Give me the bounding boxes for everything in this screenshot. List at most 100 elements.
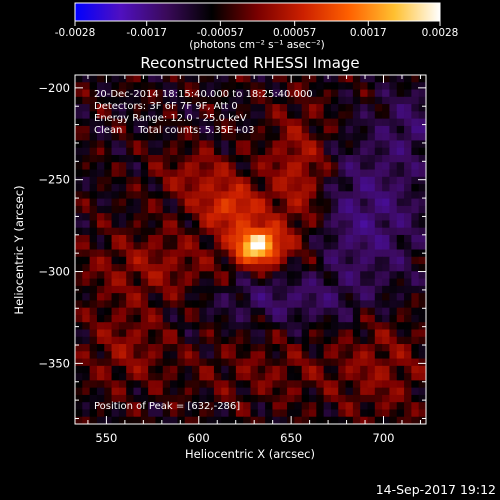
- heatmap-cell: [89, 416, 98, 424]
- heatmap-cell: [133, 75, 142, 83]
- heatmap-cell: [133, 111, 142, 120]
- heatmap-cell: [367, 314, 376, 323]
- heatmap-cell: [89, 264, 98, 272]
- heatmap-cell: [279, 271, 288, 280]
- heatmap-cell: [96, 140, 105, 149]
- heatmap-cell: [345, 278, 354, 287]
- heatmap-cell: [206, 256, 215, 265]
- heatmap-cell: [265, 227, 274, 236]
- heatmap-cell: [243, 394, 252, 403]
- heatmap-cell: [389, 198, 398, 207]
- heatmap-cell: [418, 213, 426, 222]
- heatmap-cell: [89, 242, 98, 251]
- heatmap-cell: [345, 307, 354, 316]
- heatmap-cell: [265, 402, 274, 411]
- heatmap-cell: [243, 271, 252, 280]
- heatmap-cell: [294, 75, 303, 83]
- heatmap-cell: [228, 402, 237, 411]
- heatmap-cell: [155, 387, 164, 396]
- heatmap-cell: [162, 205, 171, 214]
- heatmap-cell: [75, 75, 83, 83]
- heatmap-cell: [170, 394, 178, 403]
- heatmap-cell: [199, 336, 208, 345]
- heatmap-cell: [213, 227, 222, 236]
- heatmap-cell: [418, 118, 426, 127]
- heatmap-cell: [411, 336, 420, 345]
- heatmap-cell: [323, 169, 332, 178]
- heatmap-cell: [228, 242, 237, 251]
- heatmap-cell: [140, 329, 149, 338]
- heatmap-cell: [199, 351, 208, 360]
- x-axis-label: Heliocentric X (arcsec): [185, 447, 315, 461]
- heatmap-cell: [118, 373, 127, 381]
- heatmap-cell: [228, 314, 237, 323]
- heatmap-cell: [221, 380, 230, 389]
- heatmap-cell: [330, 89, 339, 98]
- heatmap-cell: [411, 314, 420, 323]
- heatmap-cell: [199, 133, 208, 142]
- heatmap-cell: [184, 169, 193, 178]
- heatmap-cell: [82, 220, 91, 229]
- heatmap-cell: [294, 365, 303, 374]
- heatmap-cell: [265, 75, 274, 83]
- heatmap-cell: [316, 125, 325, 134]
- heatmap-cell: [118, 278, 127, 287]
- heatmap-cell: [316, 293, 325, 301]
- heatmap-cell: [89, 300, 98, 309]
- heatmap-cell: [418, 89, 426, 98]
- heatmap-image: [75, 75, 426, 424]
- heatmap-cell: [294, 169, 303, 178]
- heatmap-cell: [89, 198, 98, 207]
- heatmap-cell: [360, 205, 369, 214]
- heatmap-cell: [243, 242, 252, 251]
- heatmap-cell: [235, 82, 244, 91]
- heatmap-cell: [330, 220, 339, 229]
- heatmap-cell: [338, 249, 347, 258]
- heatmap-cell: [118, 96, 127, 105]
- heatmap-cell: [272, 307, 281, 316]
- heatmap-cell: [228, 104, 237, 112]
- heatmap-cell: [221, 285, 230, 294]
- heatmap-cell: [170, 169, 178, 178]
- heatmap-cell: [352, 234, 361, 243]
- heatmap-cell: [170, 89, 178, 98]
- heatmap-cell: [170, 140, 178, 149]
- heatmap-cell: [184, 125, 193, 134]
- heatmap-cell: [96, 358, 105, 367]
- heatmap-cell: [184, 256, 193, 265]
- heatmap-cell: [418, 169, 426, 178]
- heatmap-cell: [279, 293, 288, 301]
- heatmap-cell: [177, 387, 186, 396]
- heatmap-cell: [352, 75, 361, 83]
- heatmap-cell: [316, 213, 325, 222]
- heatmap-cell: [418, 191, 426, 200]
- heatmap-cell: [75, 184, 83, 192]
- heatmap-cell: [345, 227, 354, 236]
- heatmap-cell: [140, 154, 149, 163]
- heatmap-cell: [374, 184, 383, 192]
- heatmap-cell: [418, 147, 426, 156]
- heatmap-cell: [250, 133, 259, 142]
- heatmap-cell: [96, 416, 105, 424]
- heatmap-cell: [221, 191, 230, 200]
- heatmap-cell: [330, 133, 339, 142]
- heatmap-cell: [206, 82, 215, 91]
- heatmap-cell: [82, 111, 91, 120]
- heatmap-cell: [155, 140, 164, 149]
- heatmap-cell: [213, 409, 222, 418]
- heatmap-cell: [418, 351, 426, 360]
- heatmap-cell: [118, 133, 127, 142]
- heatmap-cell: [82, 176, 91, 185]
- heatmap-cell: [257, 184, 266, 192]
- heatmap-cell: [323, 358, 332, 367]
- heatmap-cell: [104, 96, 113, 105]
- heatmap-cell: [213, 242, 222, 251]
- heatmap-cell: [352, 220, 361, 229]
- heatmap-cell: [382, 104, 391, 112]
- heatmap-cell: [272, 75, 281, 83]
- heatmap-cell: [118, 169, 127, 178]
- heatmap-cell: [404, 336, 412, 345]
- heatmap-cell: [82, 322, 91, 331]
- chart-title: Reconstructed RHESSI Image: [140, 54, 359, 72]
- heatmap-cell: [206, 96, 215, 105]
